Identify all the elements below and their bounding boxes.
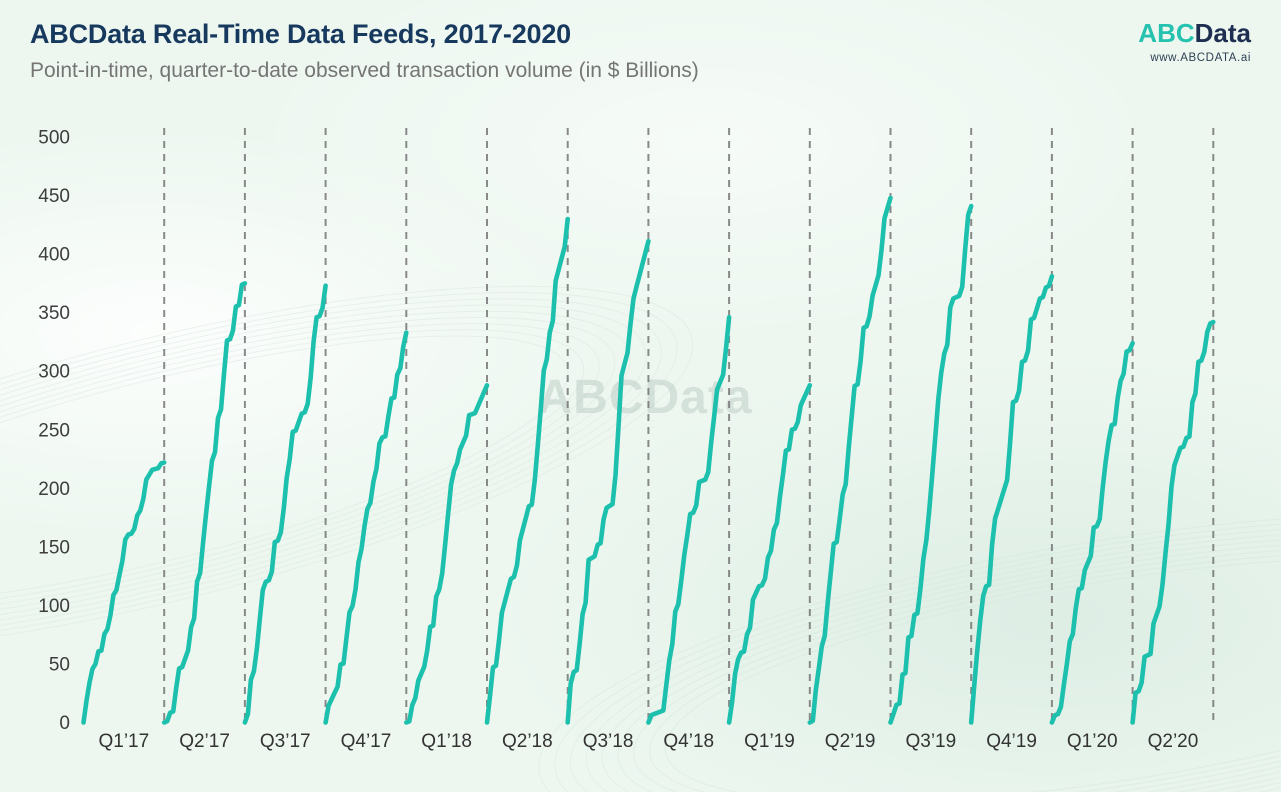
y-axis-label: 150 (38, 537, 70, 558)
wave-decoration (0, 323, 600, 617)
x-axis-label: Q1’18 (421, 731, 472, 752)
series-line-Q2’19 (807, 195, 893, 725)
x-axis-label: Q1’17 (98, 731, 149, 752)
y-axis-tick-labels: 0 50 100 150 200 250 300 350 400 450 500 (38, 128, 70, 735)
series-line-Q1’19 (726, 383, 813, 725)
brand-logo-wordmark: ABCData (1138, 20, 1251, 46)
x-axis-label: Q2’17 (179, 731, 230, 752)
wave-decoration (0, 298, 663, 642)
y-axis-label: 100 (38, 596, 70, 617)
x-axis-label: Q2’19 (825, 731, 876, 752)
brand-logo-abc: ABC (1138, 18, 1195, 48)
wave-decoration (0, 285, 694, 655)
x-axis-label: Q3’18 (583, 731, 634, 752)
chart-header: ABCData Real-Time Data Feeds, 2017-2020 … (30, 18, 699, 83)
x-axis-label: Q3’17 (260, 731, 311, 752)
x-axis-label: Q1’19 (744, 731, 795, 752)
wave-decoration (554, 518, 1281, 792)
series-line-Q1’20 (1049, 340, 1135, 725)
series-line-Q2’18 (484, 216, 570, 725)
x-axis-label: Q3’19 (905, 731, 956, 752)
wave-decoration (0, 292, 678, 648)
y-axis-label: 450 (38, 186, 70, 207)
wave-decoration (664, 557, 1281, 792)
wave-decoration (585, 529, 1281, 792)
x-axis-label: Q4’18 (663, 731, 714, 752)
x-axis-label: Q2’18 (502, 731, 553, 752)
y-axis-label: 250 (38, 420, 70, 441)
quarter-separator-lines (163, 128, 1215, 723)
series-line-Q3’17 (242, 283, 328, 725)
y-axis-label: 200 (38, 479, 70, 500)
page-subtitle: Point-in-time, quarter-to-date observed … (30, 59, 699, 82)
y-axis-label: 500 (38, 128, 70, 149)
series-line-Q1’17 (81, 460, 167, 725)
series-line-Q3’19 (888, 203, 974, 725)
brand-logo-url: www.ABCDATA.ai (1150, 52, 1251, 64)
brand-logo-data: Data (1194, 18, 1251, 48)
series-line-Q4’17 (323, 330, 409, 725)
y-axis-label: 50 (49, 654, 70, 675)
page-title: ABCData Real-Time Data Feeds, 2017-2020 (30, 19, 571, 49)
wave-decoration (0, 335, 569, 605)
x-axis-tick-labels: Q1’17 Q2’17 Q3’17 Q4’17 Q1’18 Q2’18 Q3’18 Q4’18… (98, 731, 1198, 752)
wave-decoration (601, 535, 1281, 792)
series-line-Q4’19 (968, 274, 1055, 725)
series-line-Q2’20 (1130, 319, 1216, 725)
wave-decoration (0, 304, 647, 636)
wave-decoration (617, 540, 1281, 792)
wave-decoration (538, 512, 1281, 792)
y-axis-label: 400 (38, 245, 70, 266)
x-axis-label: Q4’19 (986, 731, 1037, 752)
series-line-Q1’18 (404, 383, 490, 725)
wave-decoration (0, 329, 585, 611)
brand-logo: ABCData www.ABCDATA.ai (1138, 20, 1251, 64)
wave-decoration (633, 546, 1281, 792)
wave-decoration (0, 316, 616, 624)
series-lines (81, 195, 1216, 725)
x-axis-label: Q2’20 (1148, 731, 1199, 752)
x-axis-label: Q4’17 (341, 731, 392, 752)
x-axis-label: Q1’20 (1067, 731, 1118, 752)
series-line-Q4’18 (646, 315, 732, 725)
series-line-Q2’17 (161, 281, 248, 725)
background-waves-decoration (0, 285, 1281, 792)
y-axis-label: 0 (59, 713, 70, 734)
y-axis-label: 350 (38, 303, 70, 324)
y-axis-label: 300 (38, 362, 70, 383)
wave-decoration (649, 551, 1281, 792)
series-line-Q3’18 (565, 238, 651, 725)
wave-decoration (569, 523, 1281, 792)
